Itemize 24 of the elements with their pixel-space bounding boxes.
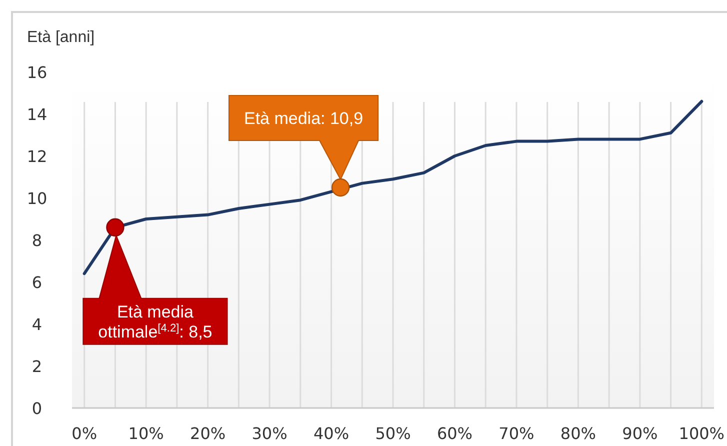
y-tick-label: 8 <box>32 231 42 250</box>
x-tick-label: 60% <box>436 424 473 443</box>
y-tick-label: 2 <box>32 357 42 376</box>
x-tick-label: 0% <box>72 424 98 443</box>
x-tick-label: 80% <box>560 424 596 443</box>
x-tick-label: 50% <box>375 424 411 443</box>
x-tick-label: 30% <box>252 424 288 443</box>
y-tick-label: 10 <box>26 189 48 208</box>
x-tick-label: 10% <box>128 424 164 443</box>
y-axis-title: Età [anni] <box>27 29 95 46</box>
y-tick-label: 0 <box>32 399 42 418</box>
x-tick-label: 70% <box>498 424 534 443</box>
y-tick-label: 4 <box>32 315 42 334</box>
x-tick-label: 90% <box>622 424 658 443</box>
x-tick-label: 20% <box>190 424 226 443</box>
y-tick-label: 14 <box>26 105 48 124</box>
y-tick-label: 6 <box>32 273 42 292</box>
annotation: Età media: 10,9 <box>244 108 364 128</box>
x-tick-label: 40% <box>313 424 350 443</box>
y-tick-label: 12 <box>26 147 48 166</box>
annotation: Età media ottimale$^{[4.2]}$: 8,5 <box>98 302 212 342</box>
y-tick-label: 16 <box>26 63 48 82</box>
line-series <box>82 100 704 276</box>
x-tick-label: 100% <box>678 424 725 443</box>
